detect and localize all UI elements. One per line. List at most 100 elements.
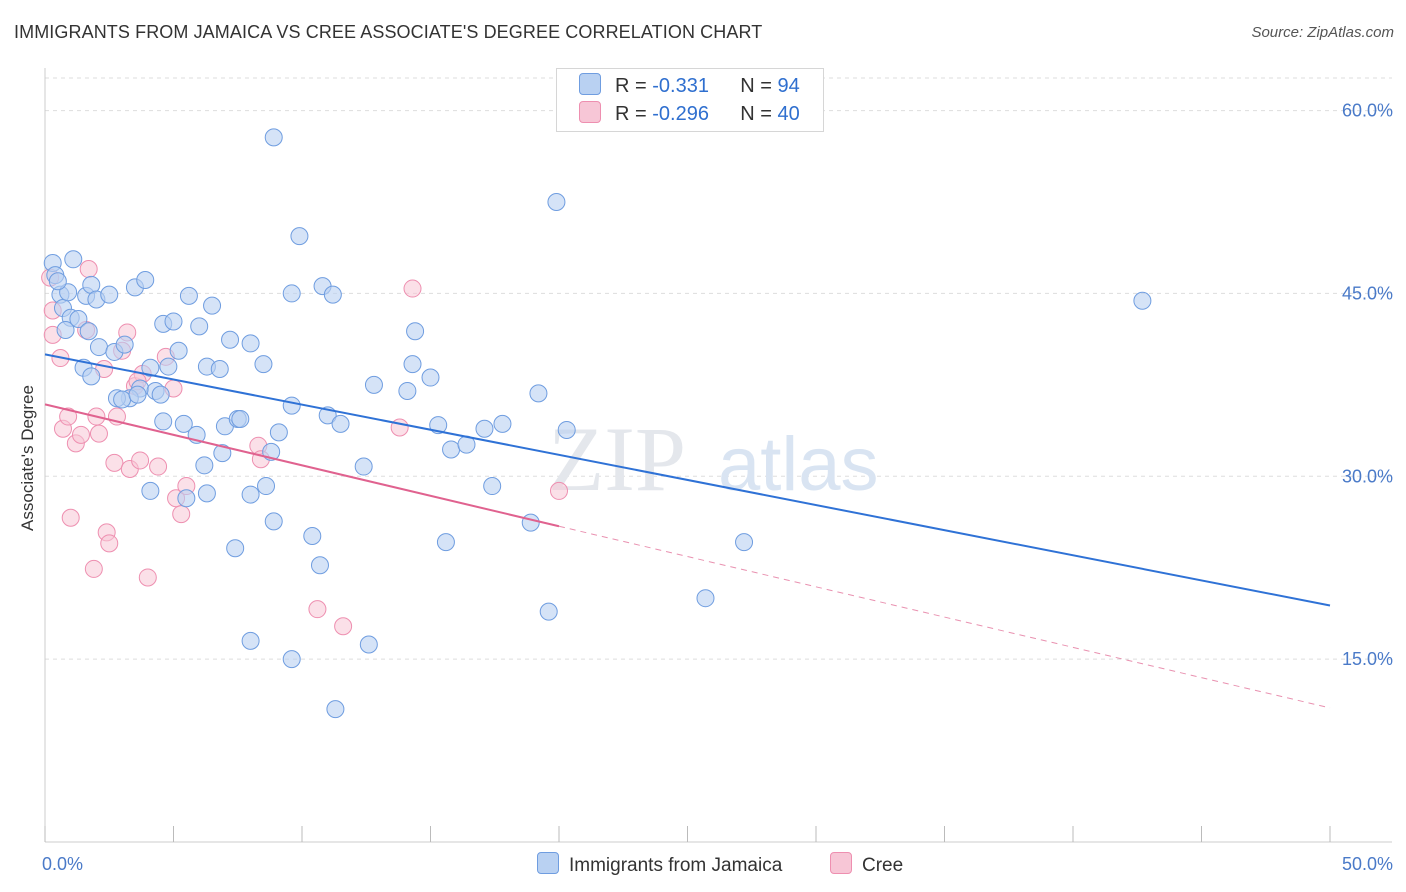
y-tick-labels: 15.0% 30.0% 45.0% 60.0%: [1342, 101, 1393, 670]
jamaica-point: [136, 271, 155, 290]
jamaica-point: [1133, 291, 1152, 310]
jamaica-point: [159, 357, 178, 376]
jamaica-point: [557, 420, 576, 439]
jamaica-point: [282, 284, 301, 303]
jamaica-point: [493, 414, 512, 433]
cree-trend-line: [44, 403, 560, 528]
jamaica-point: [406, 322, 425, 341]
cree-point: [138, 568, 157, 587]
jamaica-point: [141, 358, 160, 377]
cree-point: [71, 425, 90, 444]
cree-point: [403, 279, 422, 298]
jamaica-point: [226, 539, 245, 558]
jamaica-point: [539, 602, 558, 621]
jamaica-point: [169, 341, 188, 360]
jamaica-point: [326, 700, 345, 719]
legend-r-value: -0.331: [652, 75, 709, 97]
jamaica-point: [359, 635, 378, 654]
cree-point: [89, 424, 108, 443]
legend-label-jamaica: Immigrants from Jamaica: [569, 855, 783, 876]
trend-lines: [44, 353, 1331, 709]
jamaica-point: [735, 533, 754, 552]
jamaica-point: [521, 513, 540, 532]
cree-point: [100, 534, 119, 553]
legend-n-value: 94: [777, 75, 800, 97]
jamaica-point: [197, 484, 216, 503]
jamaica-point: [354, 457, 373, 476]
y-tick-label: 30.0%: [1342, 466, 1393, 486]
jamaica-points: [43, 128, 1152, 719]
legend-n-label: N =: [740, 75, 778, 97]
cree-point: [84, 559, 103, 578]
legend-row-jamaica: R = -0.331 N = 94: [579, 73, 800, 99]
jamaica-legend-swatch: [537, 852, 559, 874]
cree-point: [61, 508, 80, 527]
legend-row-cree: R = -0.296 N = 40: [579, 101, 800, 127]
jamaica-point: [529, 384, 548, 403]
watermark: ZIP atlas: [548, 408, 879, 510]
legend-label-cree: Cree: [862, 855, 904, 876]
jamaica-point: [264, 512, 283, 531]
grid-lines: [45, 77, 1392, 660]
jamaica-point: [210, 360, 229, 379]
source-credit: Source: ZipAtlas.com: [1251, 24, 1394, 41]
cree-legend-swatch: [830, 852, 852, 874]
y-tick-label: 45.0%: [1342, 283, 1393, 303]
legend-r-label: R =: [615, 103, 653, 125]
jamaica-point: [89, 338, 108, 357]
jamaica-point: [174, 414, 193, 433]
jamaica-point: [154, 412, 173, 431]
jamaica-point: [547, 193, 566, 211]
jamaica-point: [151, 385, 170, 404]
jamaica-point: [264, 128, 283, 147]
jamaica-point: [475, 419, 494, 438]
jamaica-point: [241, 334, 260, 353]
jamaica-point: [364, 375, 383, 394]
jamaica-point: [203, 296, 222, 315]
jamaica-point: [303, 527, 322, 546]
jamaica-point: [269, 423, 288, 442]
jamaica-swatch: [579, 73, 601, 95]
cree-point: [172, 505, 191, 524]
jamaica-point: [190, 317, 209, 336]
legend-n-value: 40: [777, 103, 800, 125]
jamaica-point: [113, 390, 132, 409]
jamaica-point: [282, 650, 301, 669]
jamaica-trend-line: [44, 353, 1331, 607]
jamaica-point: [241, 485, 260, 504]
jamaica-point: [48, 272, 67, 291]
jamaica-point: [100, 285, 119, 304]
legend-item-jamaica: Immigrants from Jamaica: [537, 852, 782, 877]
jamaica-point: [403, 355, 422, 374]
x-tick-label: 50.0%: [1342, 854, 1393, 874]
jamaica-point: [421, 368, 440, 387]
jamaica-point: [82, 367, 101, 386]
jamaica-point: [79, 322, 98, 341]
jamaica-point: [179, 286, 198, 305]
jamaica-point: [213, 444, 232, 463]
cree-trend-extension: [558, 525, 1331, 709]
cree-point: [149, 457, 168, 476]
jamaica-point: [436, 533, 455, 552]
jamaica-point: [696, 589, 715, 608]
cree-swatch: [579, 101, 601, 123]
jamaica-point: [254, 355, 273, 374]
jamaica-point: [221, 330, 240, 349]
cree-point: [308, 600, 327, 619]
legend-item-cree: Cree: [830, 852, 903, 877]
legend-r-value: -0.296: [652, 103, 709, 125]
jamaica-point: [282, 396, 301, 415]
jamaica-point: [164, 312, 183, 331]
watermark-atlas: atlas: [718, 422, 879, 507]
jamaica-point: [231, 409, 250, 428]
correlation-legend: R = -0.331 N = 94 R = -0.296 N = 40: [556, 68, 824, 132]
jamaica-point: [177, 489, 196, 508]
jamaica-point: [195, 456, 214, 475]
jamaica-point: [257, 477, 276, 496]
x-tick-labels: 0.0% 50.0%: [42, 854, 1393, 874]
y-tick-label: 60.0%: [1342, 101, 1393, 121]
jamaica-point: [442, 440, 461, 459]
legend-r-label: R =: [615, 75, 653, 97]
jamaica-point: [331, 414, 350, 433]
